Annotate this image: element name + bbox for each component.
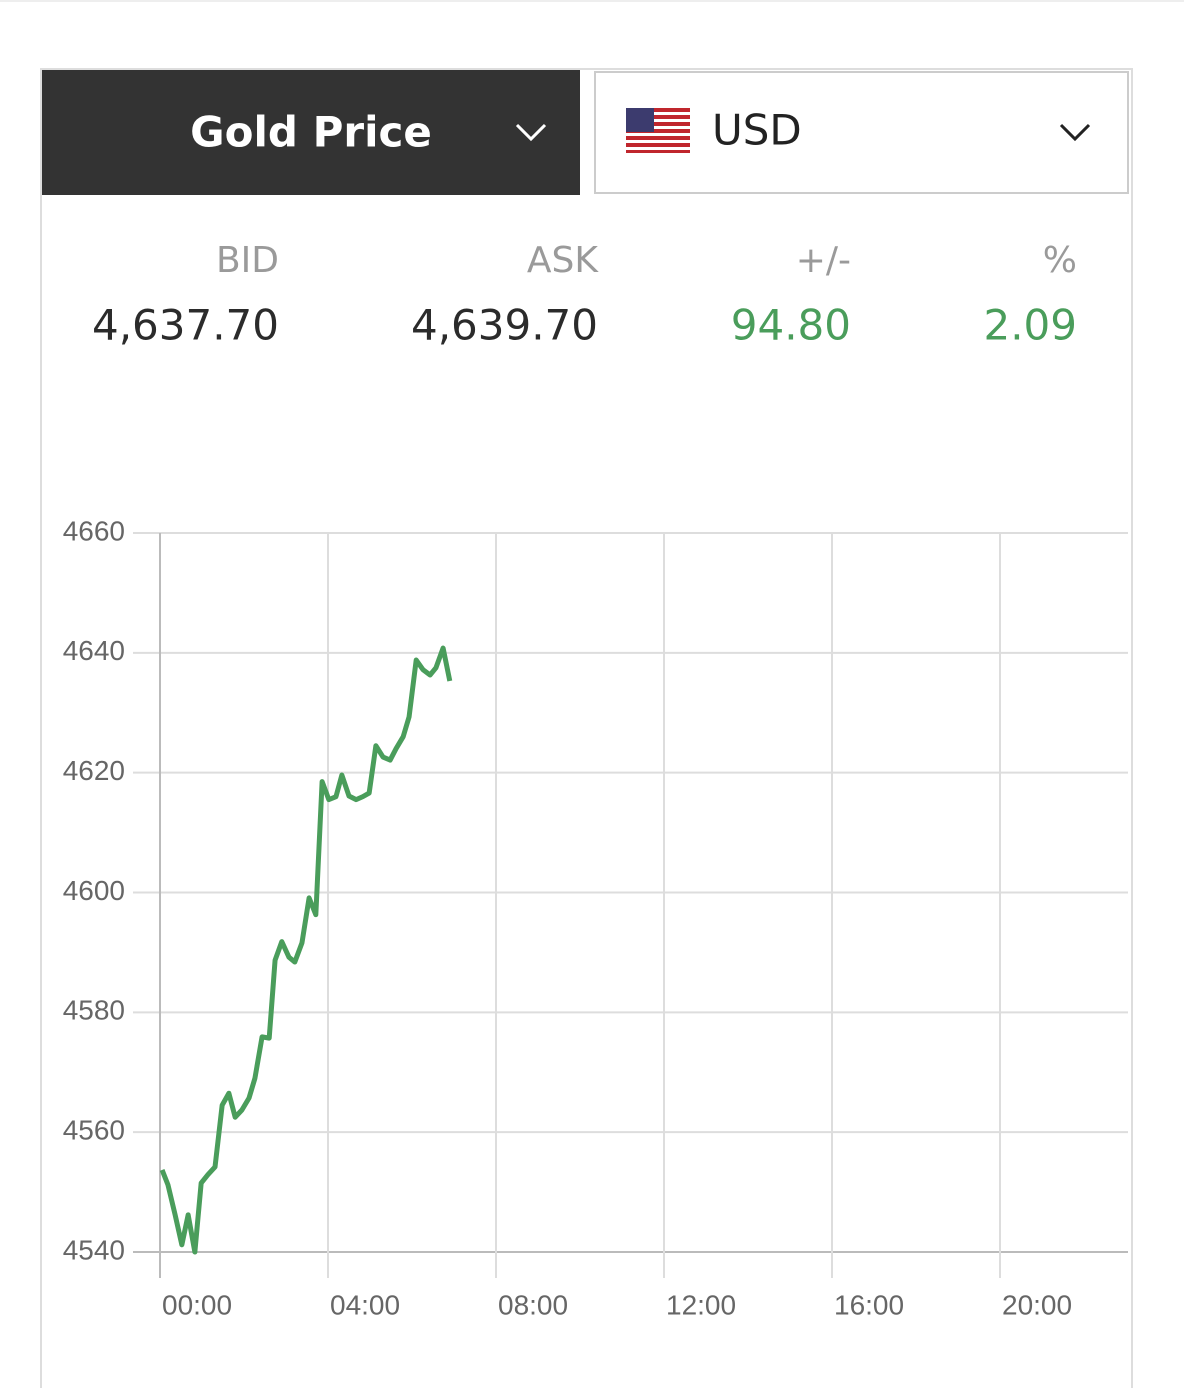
x-tick-label: 08:00 bbox=[498, 1289, 568, 1320]
quote-label: BID bbox=[216, 240, 279, 281]
metal-title: Gold Price bbox=[190, 108, 432, 157]
currency-selector[interactable]: USD bbox=[594, 71, 1129, 194]
y-tick-label: 4660 bbox=[63, 515, 125, 546]
quote-label: % bbox=[1043, 240, 1077, 281]
chevron bbox=[515, 123, 547, 142]
y-tick-label: 4640 bbox=[63, 635, 125, 666]
quote-label: +/- bbox=[796, 240, 851, 281]
x-tick-label: 12:00 bbox=[666, 1289, 736, 1320]
metal-dropdown[interactable] bbox=[42, 70, 580, 195]
x-tick-label: 16:00 bbox=[834, 1289, 904, 1320]
us-flag bbox=[626, 108, 690, 153]
quotes: BID 4,637.70 ASK 4,639.70 +/- 94.80% 2.09 bbox=[92, 240, 1077, 350]
quote-value: 94.80 bbox=[731, 301, 851, 350]
chevron bbox=[1059, 123, 1091, 142]
quote-value: 4,637.70 bbox=[92, 301, 279, 350]
quote-label: ASK bbox=[527, 240, 599, 281]
metal-selector[interactable]: Gold Price bbox=[42, 70, 580, 195]
quote-value: 4,639.70 bbox=[411, 301, 598, 350]
currency-label: USD bbox=[712, 106, 802, 155]
y-tick-label: 4560 bbox=[63, 1115, 125, 1146]
quote-value: 2.09 bbox=[983, 301, 1077, 350]
y-tick-label: 4620 bbox=[63, 755, 125, 786]
chart: 4540 4560 4580 4600 4620 4640 4660 00:00 04:00 08… bbox=[63, 515, 1128, 1320]
x-tick-label: 00:00 bbox=[162, 1289, 232, 1320]
price-line bbox=[159, 645, 453, 1255]
card bbox=[40, 68, 1133, 1388]
y-tick-label: 4600 bbox=[63, 875, 125, 906]
y-tick-label: 4540 bbox=[63, 1234, 125, 1265]
y-tick-label: 4580 bbox=[63, 995, 125, 1026]
x-tick-label: 20:00 bbox=[1002, 1289, 1072, 1320]
x-tick-label: 04:00 bbox=[330, 1289, 400, 1320]
